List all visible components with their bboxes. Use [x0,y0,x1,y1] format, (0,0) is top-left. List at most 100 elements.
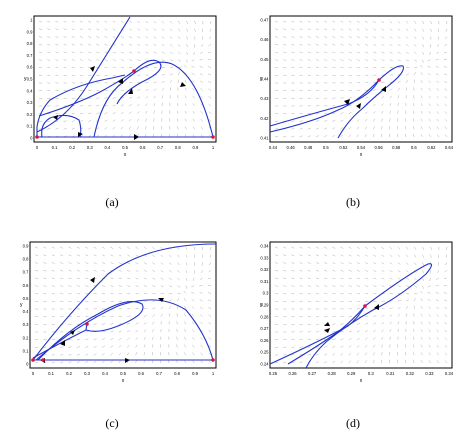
phase-portrait-c: 0 0.1 0.2 0.3 0.4 0.5 0.6 0.7 0.8 0.9 1 0 0.1 0.2 0.3… [20,241,217,384]
arrows-b [344,86,386,109]
field-arrow [143,262,147,265]
field-arrow [340,330,344,333]
field-arrow [405,254,409,258]
field-arrow [299,270,303,272]
field-arrow [93,338,97,340]
field-arrow [186,51,188,55]
field-arrow [420,321,423,325]
field-arrow [71,51,75,54]
field-arrow [299,254,303,257]
field-arrow [76,346,80,348]
field-arrow [160,254,164,258]
field-arrow [161,51,165,54]
caption-d: (d) [346,416,360,430]
field-arrow [340,134,344,138]
field-arrow [340,270,344,272]
field-arrow [199,277,203,280]
field-arrow [332,246,336,249]
field-arrow [143,336,146,340]
field-arrow [93,254,97,257]
field-arrow [364,254,368,257]
field-arrow [127,285,131,287]
field-arrow [436,80,439,84]
field-arrow [128,104,132,107]
field-arrow [340,36,344,38]
field-arrow [183,290,187,294]
field-arrow [104,44,108,46]
field-arrow [85,338,89,340]
field-arrow [152,246,155,250]
field-arrow [169,59,174,62]
field-arrow [118,293,122,295]
field-arrow [412,352,415,356]
field-arrow [414,246,417,250]
field-arrow [208,299,212,302]
field-arrow [436,118,439,122]
field-arrow [79,51,84,54]
field-arrow [356,20,360,23]
field-arrow [315,346,320,348]
field-arrow [412,359,415,364]
field-arrow [373,277,377,280]
field-arrow [192,360,195,364]
field-arrow [71,112,75,114]
field-arrow [365,270,369,272]
arrow-b-2 [381,86,386,92]
arrow-a-7 [53,115,58,120]
field-arrow [112,28,116,31]
field-arrow [200,95,203,99]
field-arrow [340,127,344,130]
arrow-a-6 [134,134,139,140]
field-arrow [76,331,81,333]
field-arrow [397,102,399,107]
field-arrow [299,293,303,295]
field-arrow [340,262,344,264]
field-arrow [283,354,287,356]
field-arrow [176,118,179,122]
field-arrow [177,270,180,273]
field-arrow [143,329,147,333]
field-arrow [365,36,369,39]
field-arrow [324,270,328,272]
field-arrow [118,337,122,340]
field-arrow [405,246,409,250]
field-arrow [444,103,448,107]
field-arrow [177,277,180,281]
field-arrow [110,285,114,287]
plot-frame-d [269,241,453,369]
field-arrow [428,329,431,333]
field-arrow [145,59,149,61]
field-arrow [389,321,392,325]
field-arrow [184,298,187,302]
field-arrow [356,59,361,61]
field-arrow [43,293,47,295]
field-arrow [356,352,360,356]
field-arrow [200,51,203,54]
field-arrow [135,352,138,356]
field-arrow [55,51,59,53]
field-arrow [397,254,401,258]
field-arrow [348,36,352,38]
ytick-label-b-0: 0.41 [260,136,269,141]
field-arrow [135,246,139,250]
field-arrow [332,293,336,295]
field-arrow [348,112,352,114]
xtick-label-d-2: 0.27 [308,371,317,376]
field-arrow [381,36,385,39]
ytick-label-b-5: 0.46 [260,37,269,42]
field-arrow [389,254,393,257]
xtick-label-c-9: 0.9 [192,371,198,376]
field-arrow [34,270,39,272]
field-arrow [160,313,163,317]
field-arrow [435,292,439,294]
field-arrow [68,293,72,295]
field-arrow [192,111,195,114]
field-arrow [427,285,431,288]
field-arrow [332,28,336,31]
field-arrow [51,270,55,272]
field-arrow [200,111,203,114]
field-arrow [428,134,431,138]
field-arrow [101,353,105,356]
xtick-label-c-3: 0.3 [84,371,90,376]
field-arrow [137,96,141,99]
